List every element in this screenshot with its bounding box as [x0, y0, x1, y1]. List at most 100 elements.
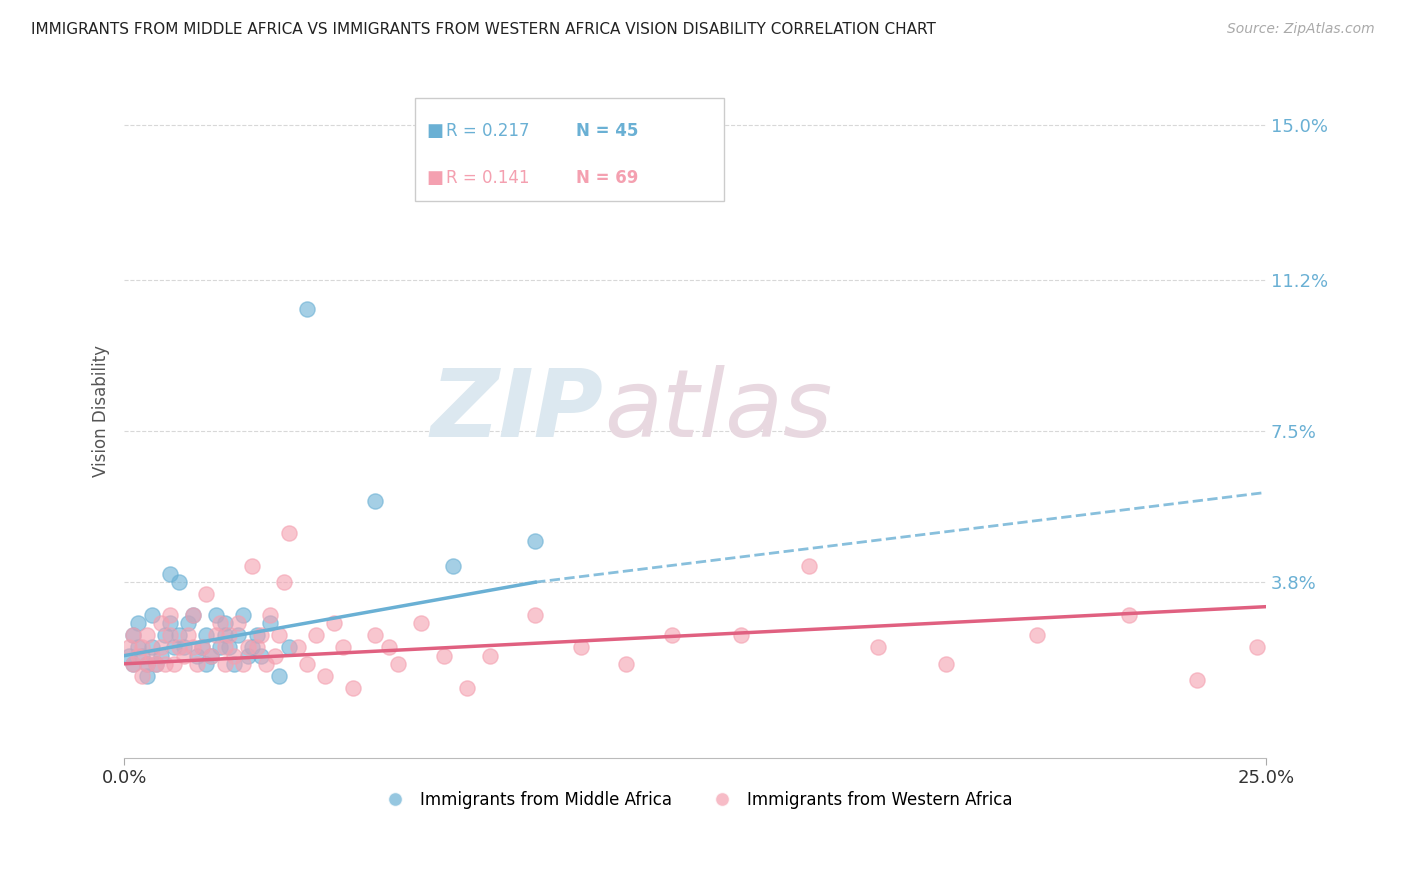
Text: R = 0.217: R = 0.217 [446, 122, 529, 140]
Point [149, 615, 172, 630]
Point [122, 657, 145, 671]
Point [122, 628, 145, 642]
Point [186, 648, 208, 663]
Point [569, 640, 592, 655]
Legend: Immigrants from Middle Africa, Immigrants from Western Africa: Immigrants from Middle Africa, Immigrant… [371, 784, 1019, 815]
Point [214, 640, 236, 655]
Point [149, 640, 172, 655]
Point [264, 648, 287, 663]
Point [131, 669, 153, 683]
Point [616, 657, 638, 671]
Text: ■: ■ [426, 122, 443, 140]
Point [191, 640, 214, 655]
Point [136, 657, 159, 671]
Point [181, 607, 204, 622]
Point [181, 640, 204, 655]
Point [136, 669, 159, 683]
Point [378, 640, 401, 655]
Point [149, 648, 172, 663]
Point [141, 648, 163, 663]
Point [287, 640, 309, 655]
Point [236, 640, 259, 655]
Point [323, 615, 346, 630]
Point [524, 607, 547, 622]
Point [456, 681, 478, 696]
Point [136, 628, 159, 642]
Point [364, 628, 387, 642]
Point [273, 575, 295, 590]
Point [159, 615, 181, 630]
Point [200, 648, 222, 663]
Point [195, 628, 218, 642]
Point [524, 534, 547, 549]
Point [195, 657, 218, 671]
Point [1246, 640, 1268, 655]
Point [228, 615, 250, 630]
Point [295, 301, 318, 316]
Point [167, 628, 190, 642]
Y-axis label: Vision Disability: Vision Disability [93, 345, 110, 477]
Text: N = 45: N = 45 [576, 122, 638, 140]
Point [195, 587, 218, 601]
Point [387, 657, 409, 671]
Point [342, 681, 364, 696]
Point [214, 628, 236, 642]
Point [277, 640, 299, 655]
Point [433, 648, 456, 663]
Point [118, 648, 141, 663]
Point [181, 607, 204, 622]
Point [1187, 673, 1209, 687]
Point [364, 493, 387, 508]
Point [155, 628, 177, 642]
Point [186, 657, 208, 671]
Point [167, 575, 190, 590]
Point [866, 640, 889, 655]
Point [214, 615, 236, 630]
Point [177, 628, 200, 642]
Point [218, 628, 240, 642]
Point [122, 657, 145, 671]
Point [232, 657, 254, 671]
Point [127, 648, 149, 663]
Point [141, 607, 163, 622]
Point [240, 558, 263, 573]
Point [209, 640, 232, 655]
Point [218, 640, 240, 655]
Point [214, 657, 236, 671]
Point [127, 615, 149, 630]
Point [191, 640, 214, 655]
Point [136, 657, 159, 671]
Point [661, 628, 683, 642]
Point [118, 640, 141, 655]
Point [131, 648, 153, 663]
Point [250, 628, 273, 642]
Point [228, 628, 250, 642]
Text: N = 69: N = 69 [576, 169, 638, 187]
Point [797, 558, 820, 573]
Point [173, 640, 195, 655]
Text: R = 0.141: R = 0.141 [446, 169, 529, 187]
Point [163, 640, 186, 655]
Point [246, 628, 269, 642]
Point [1026, 628, 1049, 642]
Point [155, 657, 177, 671]
Text: Source: ZipAtlas.com: Source: ZipAtlas.com [1227, 22, 1375, 37]
Point [935, 657, 957, 671]
Text: atlas: atlas [603, 366, 832, 457]
Point [259, 615, 281, 630]
Point [232, 607, 254, 622]
Point [295, 657, 318, 671]
Point [209, 615, 232, 630]
Point [159, 607, 181, 622]
Point [204, 628, 226, 642]
Point [269, 628, 291, 642]
Point [222, 648, 245, 663]
Point [145, 657, 167, 671]
Text: ZIP: ZIP [430, 365, 603, 457]
Point [141, 640, 163, 655]
Point [173, 648, 195, 663]
Point [145, 657, 167, 671]
Text: IMMIGRANTS FROM MIDDLE AFRICA VS IMMIGRANTS FROM WESTERN AFRICA VISION DISABILIT: IMMIGRANTS FROM MIDDLE AFRICA VS IMMIGRA… [31, 22, 936, 37]
Point [409, 615, 432, 630]
Point [236, 648, 259, 663]
